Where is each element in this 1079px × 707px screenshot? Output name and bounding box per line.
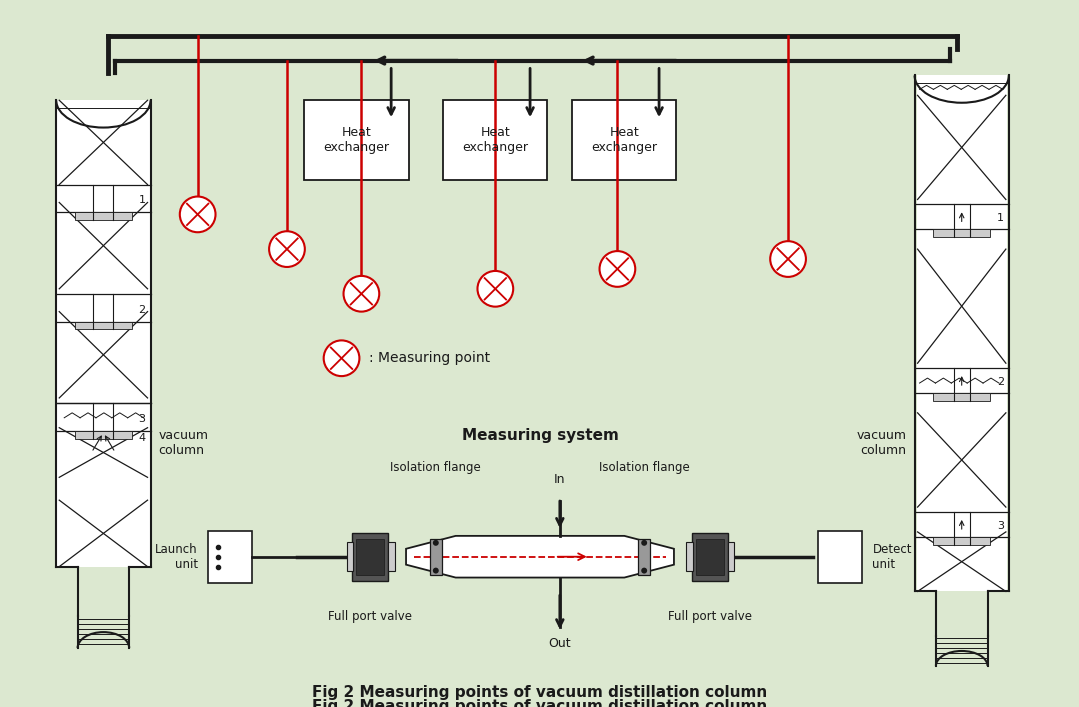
- Circle shape: [180, 197, 216, 232]
- Circle shape: [641, 568, 647, 573]
- Text: In: In: [555, 473, 565, 486]
- Bar: [388, 542, 395, 571]
- Bar: [76, 212, 132, 221]
- Text: 1: 1: [997, 214, 1003, 223]
- Bar: [916, 76, 1007, 592]
- Bar: [639, 539, 651, 575]
- Bar: [933, 393, 991, 401]
- Text: 2: 2: [997, 377, 1003, 387]
- Text: Heat
exchanger: Heat exchanger: [324, 126, 390, 154]
- Circle shape: [324, 340, 359, 376]
- Text: Full port valve: Full port valve: [668, 610, 752, 624]
- Text: Launch
unit: Launch unit: [155, 543, 197, 571]
- Bar: [207, 531, 252, 583]
- Text: Full port valve: Full port valve: [328, 610, 412, 624]
- Bar: [692, 533, 727, 580]
- Circle shape: [433, 568, 439, 573]
- Text: : Measuring point: : Measuring point: [369, 351, 491, 366]
- Text: Measuring system: Measuring system: [462, 428, 618, 443]
- Bar: [58, 100, 149, 566]
- Bar: [933, 229, 991, 238]
- Bar: [304, 100, 409, 180]
- Bar: [76, 322, 132, 329]
- Text: Heat
exchanger: Heat exchanger: [462, 126, 529, 154]
- Circle shape: [770, 241, 806, 277]
- Text: Isolation flange: Isolation flange: [391, 462, 481, 474]
- Circle shape: [343, 276, 379, 312]
- Circle shape: [641, 540, 647, 546]
- Text: 3: 3: [997, 521, 1003, 531]
- Text: Heat
exchanger: Heat exchanger: [591, 126, 657, 154]
- Bar: [686, 542, 693, 571]
- Text: Out: Out: [548, 637, 571, 650]
- Text: 3: 3: [138, 414, 146, 423]
- Bar: [818, 531, 862, 583]
- Bar: [76, 431, 132, 438]
- Text: Fig 2 Measuring points of vacuum distillation column: Fig 2 Measuring points of vacuum distill…: [312, 685, 767, 700]
- Bar: [56, 100, 151, 566]
- Bar: [443, 100, 547, 180]
- Text: 1: 1: [138, 195, 146, 206]
- Bar: [727, 542, 735, 571]
- Text: Fig 2 Measuring points of vacuum distillation column: Fig 2 Measuring points of vacuum distill…: [312, 699, 767, 707]
- Bar: [353, 533, 388, 580]
- Text: 4: 4: [138, 433, 146, 443]
- Text: vacuum
column: vacuum column: [857, 428, 906, 457]
- Circle shape: [269, 231, 305, 267]
- Circle shape: [478, 271, 514, 307]
- Polygon shape: [406, 536, 674, 578]
- Text: 2: 2: [138, 305, 146, 315]
- Bar: [429, 539, 441, 575]
- Circle shape: [600, 251, 636, 287]
- Bar: [696, 539, 724, 575]
- Text: Detect
unit: Detect unit: [873, 543, 912, 571]
- Circle shape: [433, 540, 439, 546]
- Bar: [346, 542, 354, 571]
- Bar: [572, 100, 677, 180]
- Bar: [356, 539, 384, 575]
- Text: Isolation flange: Isolation flange: [599, 462, 689, 474]
- Text: vacuum
column: vacuum column: [159, 428, 208, 457]
- Bar: [933, 537, 991, 545]
